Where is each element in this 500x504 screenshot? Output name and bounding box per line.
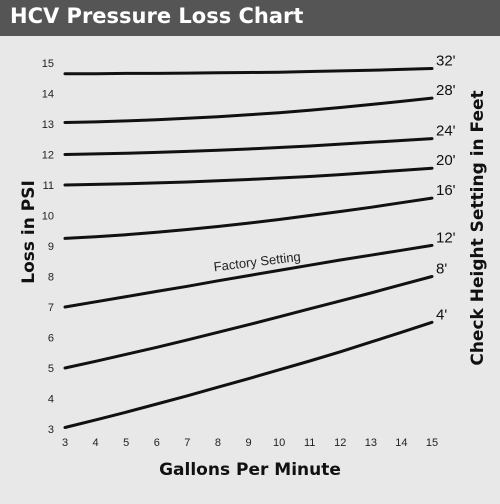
x-tick-labels: 3 4 5 6 7 8 9 10 11 12 13 14 15 <box>62 437 438 449</box>
annotations: Factory Setting <box>213 249 302 275</box>
y-tick-label: 5 <box>48 363 54 375</box>
y-tick-label: 4 <box>48 394 54 406</box>
x-tick-label: 15 <box>426 437 438 449</box>
y-tick-label: 11 <box>43 180 54 192</box>
series-line <box>63 196 434 240</box>
factory-setting-annotation: Factory Setting <box>213 249 302 275</box>
series-line <box>63 67 434 76</box>
y-tick-label: 8 <box>48 272 54 284</box>
x-tick-label: 10 <box>273 437 285 449</box>
series-line <box>63 275 434 370</box>
x-tick-label: 6 <box>154 437 160 449</box>
y2-axis-label: Check Height Setting in Feet <box>468 90 488 365</box>
series-lines <box>63 67 434 429</box>
y-tick-label: 10 <box>42 211 54 223</box>
chart-title: HCV Pressure Loss Chart <box>10 4 304 28</box>
y-tick-label: 12 <box>42 150 54 162</box>
series-label: 4' <box>436 306 447 323</box>
series-label: 20' <box>436 152 456 169</box>
x-tick-label: 9 <box>245 437 251 449</box>
y-tick-label: 13 <box>42 119 54 131</box>
y-tick-label: 9 <box>48 241 54 253</box>
series-labels: 32' 28' 24' 20' 16' 12' 8' 4' <box>436 52 456 323</box>
x-tick-label: 12 <box>334 437 346 449</box>
series-line <box>63 96 434 124</box>
x-tick-label: 5 <box>123 437 129 449</box>
y-axis-label: Loss in PSI <box>19 180 39 284</box>
series-label: 32' <box>436 52 456 69</box>
y-tick-label: 15 <box>42 58 54 70</box>
series-label: 24' <box>436 123 456 140</box>
series-label: 12' <box>436 229 456 246</box>
x-tick-label: 7 <box>184 437 190 449</box>
series-label: 16' <box>436 182 456 199</box>
y-tick-label: 6 <box>48 333 54 345</box>
series-line <box>63 166 434 187</box>
x-tick-label: 3 <box>62 437 68 449</box>
series-label: 28' <box>436 82 456 99</box>
series-line <box>63 320 434 429</box>
x-tick-label: 13 <box>365 437 377 449</box>
x-tick-label: 8 <box>215 437 221 449</box>
title-bar: HCV Pressure Loss Chart <box>0 0 500 36</box>
series-label: 8' <box>436 261 447 278</box>
y-tick-labels: 3 4 5 6 7 8 9 10 11 12 13 14 15 <box>42 58 54 436</box>
x-tick-label: 14 <box>395 437 407 449</box>
x-tick-label: 11 <box>304 437 315 449</box>
series-line <box>63 243 434 309</box>
y-tick-label: 3 <box>48 424 54 436</box>
x-axis-label: Gallons Per Minute <box>159 460 341 480</box>
series-line <box>63 137 434 156</box>
y-tick-label: 14 <box>42 89 54 101</box>
y-tick-label: 7 <box>48 302 54 314</box>
x-tick-label: 4 <box>93 437 99 449</box>
